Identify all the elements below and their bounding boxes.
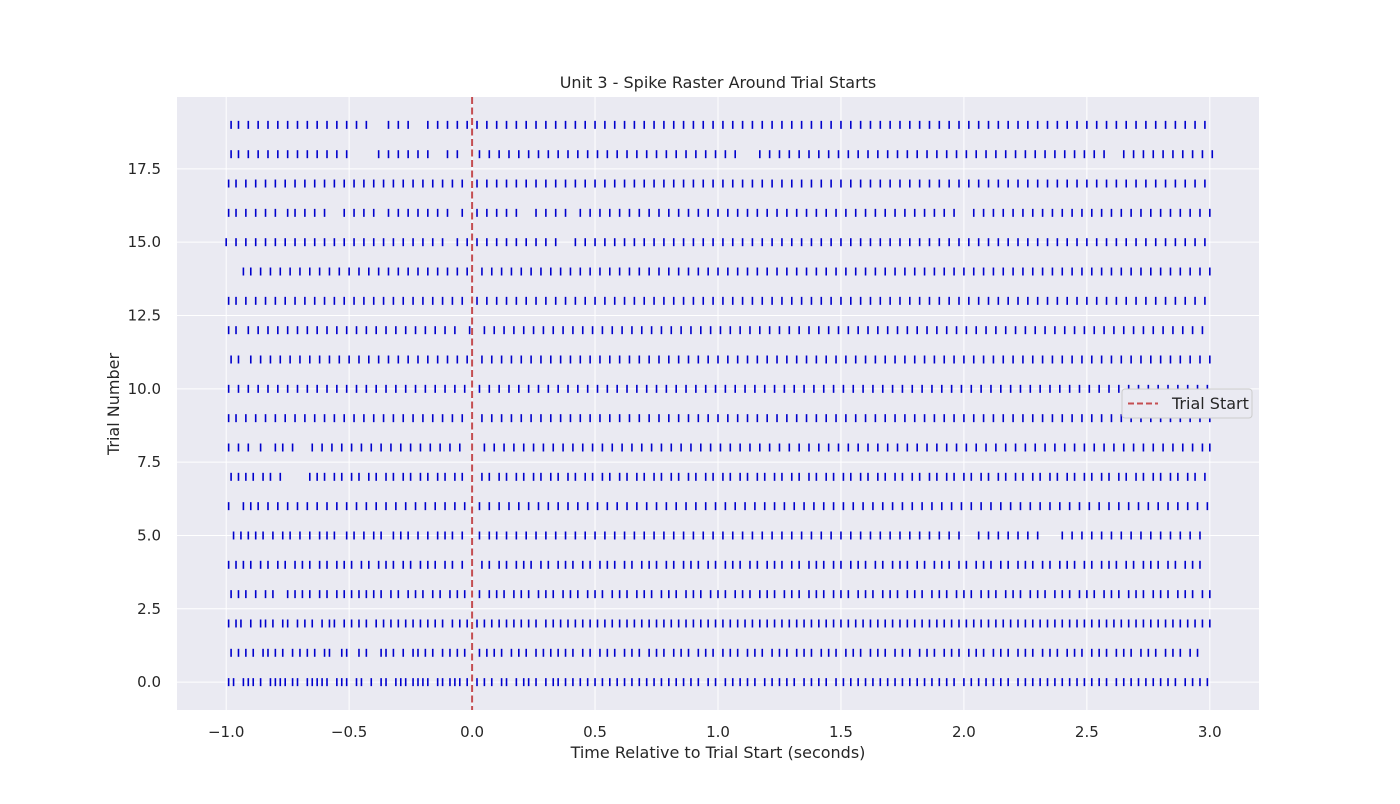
x-tick-label: 1.0 [706,723,730,741]
legend-label: Trial Start [1171,394,1249,413]
x-tick-label: −1.0 [208,723,244,741]
y-axis-label: Trial Number [104,353,123,456]
grid-lines [177,97,1259,710]
y-tick-label: 15.0 [128,233,161,251]
y-tick-label: 7.5 [137,453,161,471]
chart-title: Unit 3 - Spike Raster Around Trial Start… [560,73,877,92]
y-tick-label: 17.5 [128,160,161,178]
x-tick-label: 1.5 [829,723,853,741]
legend-box [1121,388,1253,419]
x-tick-label: 0.5 [583,723,607,741]
x-tick-labels: −1.0 −0.5 0.0 0.5 1.0 1.5 2.0 2.5 3.0 [208,723,1222,741]
x-tick-label: 2.5 [1075,723,1099,741]
legend: Trial Start [1121,388,1253,419]
x-tick-label: 2.0 [952,723,976,741]
y-tick-label: 2.5 [137,600,161,618]
y-tick-labels: 0.0 2.5 5.0 7.5 10.0 12.5 15.0 17.5 [128,160,161,691]
y-tick-label: 0.0 [137,673,161,691]
x-axis-label: Time Relative to Trial Start (seconds) [570,743,866,762]
x-tick-label: −0.5 [331,723,367,741]
y-tick-label: 12.5 [128,307,161,325]
y-tick-label: 5.0 [137,526,161,544]
y-tick-label: 10.0 [128,380,161,398]
spike-ticks [225,120,1214,687]
x-tick-label: 3.0 [1198,723,1222,741]
x-tick-label: 0.0 [460,723,484,741]
